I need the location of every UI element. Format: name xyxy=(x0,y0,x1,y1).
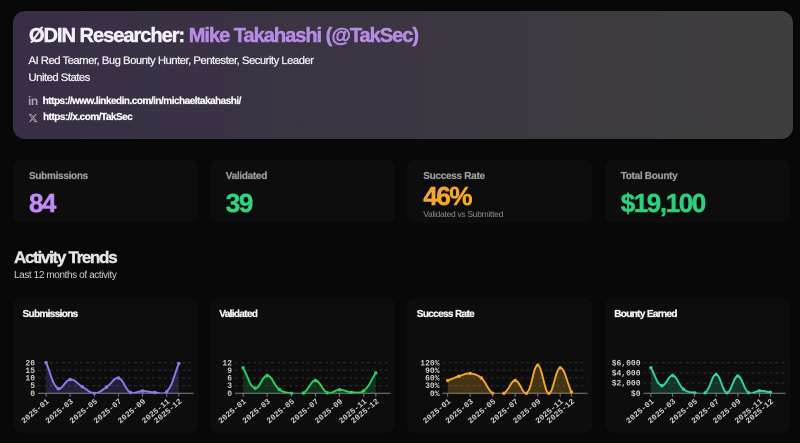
svg-text:90%: 90% xyxy=(425,367,440,376)
svg-text:6: 6 xyxy=(227,375,232,384)
svg-text:9: 9 xyxy=(227,367,232,376)
svg-text:$2,000: $2,000 xyxy=(611,380,640,389)
svg-text:60%: 60% xyxy=(425,375,440,384)
svg-text:5: 5 xyxy=(30,382,35,391)
svg-text:120%: 120% xyxy=(421,359,440,368)
svg-text:$0: $0 xyxy=(631,390,641,399)
svg-text:30%: 30% xyxy=(425,382,440,391)
svg-text:3: 3 xyxy=(227,382,232,391)
svg-text:$4,000: $4,000 xyxy=(611,370,640,379)
svg-text:15: 15 xyxy=(25,367,35,376)
svg-text:20: 20 xyxy=(25,359,35,368)
svg-text:10: 10 xyxy=(25,375,35,384)
svg-text:0: 0 xyxy=(227,390,232,399)
svg-text:0: 0 xyxy=(30,390,35,399)
svg-text:0%: 0% xyxy=(430,390,440,399)
svg-text:12: 12 xyxy=(222,359,232,368)
svg-text:$6,000: $6,000 xyxy=(611,359,640,368)
